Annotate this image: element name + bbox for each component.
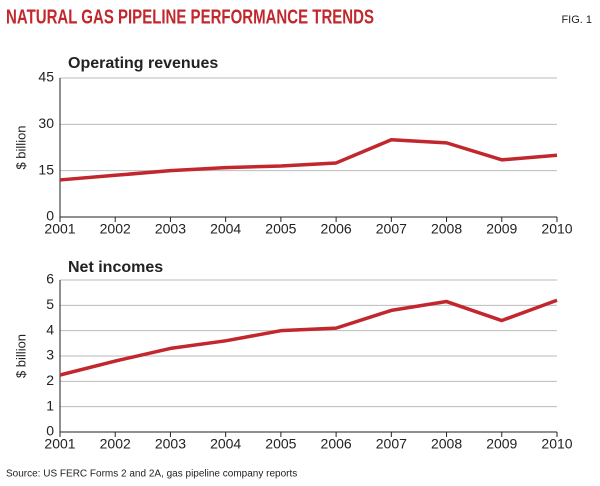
- y-tick-label: 6: [46, 271, 54, 287]
- y-tick-label: 45: [38, 69, 54, 85]
- x-tick-label: 2003: [155, 221, 186, 237]
- x-tick-label: 2009: [486, 436, 517, 452]
- figure-label: FIG. 1: [561, 14, 592, 26]
- x-tick-label: 2010: [541, 436, 572, 452]
- x-tick-label: 2004: [210, 436, 241, 452]
- y-tick-label: 0: [46, 423, 54, 439]
- x-tick-label: 2005: [265, 436, 296, 452]
- x-tick-label: 2008: [431, 221, 462, 237]
- x-tick-label: 2004: [210, 221, 241, 237]
- chart-title: Operating revenues: [68, 55, 218, 72]
- x-tick-label: 2002: [100, 436, 131, 452]
- y-tick-label: 15: [38, 161, 54, 177]
- x-tick-label: 2007: [376, 436, 407, 452]
- y-tick-label: 1: [46, 397, 54, 413]
- source-note: Source: US FERC Forms 2 and 2A, gas pipe…: [6, 469, 297, 480]
- x-tick-label: 2002: [100, 221, 131, 237]
- figure-title: NATURAL GAS PIPELINE PERFORMANCE TRENDS: [6, 6, 374, 28]
- x-tick-label: 2009: [486, 221, 517, 237]
- y-tick-label: 5: [46, 296, 54, 312]
- x-tick-label: 2006: [321, 221, 352, 237]
- y-tick-label: 4: [46, 321, 54, 337]
- x-tick-label: 2005: [265, 221, 296, 237]
- x-tick-label: 2008: [431, 436, 462, 452]
- y-tick-label: 2: [46, 372, 54, 388]
- y-axis-label: $ billion: [13, 125, 28, 169]
- x-tick-label: 2003: [155, 436, 186, 452]
- x-tick-label: 2001: [44, 221, 75, 237]
- x-tick-label: 2006: [321, 436, 352, 452]
- x-tick-label: 2001: [44, 436, 75, 452]
- x-tick-label: 2010: [541, 221, 572, 237]
- y-tick-label: 0: [46, 208, 54, 224]
- x-tick-label: 2007: [376, 221, 407, 237]
- data-line: [59, 298, 558, 377]
- chart-title: Net incomes: [68, 259, 163, 276]
- y-tick-label: 3: [46, 347, 54, 363]
- y-tick-label: 30: [38, 115, 54, 131]
- y-axis-label: $ billion: [13, 334, 28, 378]
- data-line: [59, 138, 558, 182]
